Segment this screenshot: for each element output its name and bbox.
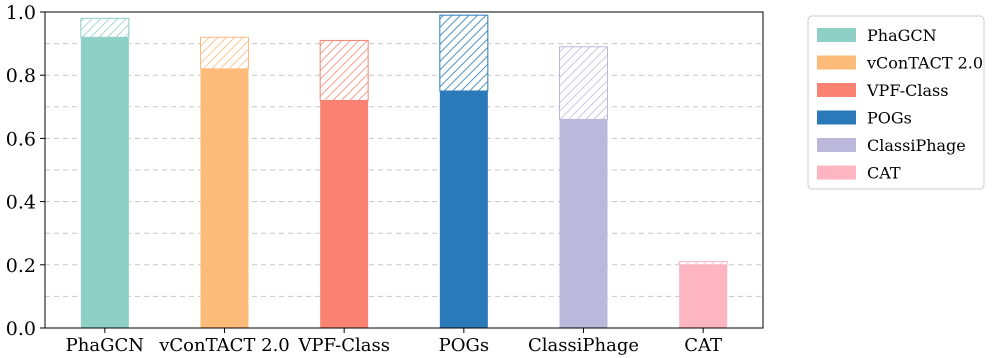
bar-hatched-vpf-class [319, 39, 369, 101]
gridlines [45, 43, 763, 297]
x-axis: PhaGCN vConTACT 2.0 VPF-Class POGs ClassiPha… [66, 328, 722, 356]
x-tick-label: PhaGCN [66, 335, 144, 356]
bar-hatched-phagcn [80, 17, 130, 38]
bar-solid-pogs [439, 91, 488, 328]
legend-swatch [817, 83, 856, 97]
x-tick-label: CAT [684, 335, 722, 356]
bar-solid-vpf-class [320, 100, 369, 328]
y-axis: 0.0 0.2 0.4 0.6 0.8 1.0 [6, 2, 45, 340]
bar-solid-vcontact-2-0 [200, 68, 249, 328]
x-tick-label: vConTACT 2.0 [158, 335, 290, 356]
bar-solid-phagcn [80, 37, 129, 328]
legend-swatch [817, 28, 856, 42]
legend-label: ClassiPhage [867, 136, 966, 155]
y-tick-label: 0.2 [6, 255, 36, 277]
legend: PhaGCN vConTACT 2.0 VPF-Class POGs ClassiPha… [807, 15, 985, 190]
bar-solid-classiphage [559, 119, 608, 328]
y-tick-label: 0.6 [6, 128, 36, 150]
y-tick-label: 1.0 [6, 2, 36, 24]
y-tick-label: 0.0 [6, 318, 36, 340]
x-tick-label: VPF-Class [297, 335, 390, 356]
plot-frame [44, 11, 764, 329]
legend-swatch [817, 165, 856, 180]
legend-swatch [817, 110, 856, 125]
bar-solid-cat [679, 264, 728, 328]
legend-swatch [817, 138, 856, 152]
legend-swatch [817, 55, 856, 70]
legend-label: PhaGCN [867, 26, 937, 45]
legend-label: POGs [867, 109, 912, 128]
bar-hatched-classiphage [559, 46, 608, 120]
y-tick-label: 0.8 [6, 65, 36, 87]
bar-hatched-pogs [439, 14, 489, 92]
legend-label: CAT [867, 164, 901, 183]
x-tick-label: ClassiPhage [528, 335, 639, 356]
x-tick-label: POGs [439, 335, 489, 356]
bar-hatched-vcontact-2-0 [200, 36, 249, 70]
y-tick-label: 0.4 [6, 192, 36, 214]
bar-hatched-cat [678, 261, 728, 266]
bars [80, 14, 728, 328]
legend-label: vConTACT 2.0 [866, 54, 983, 73]
legend-label: VPF-Class [866, 81, 948, 100]
